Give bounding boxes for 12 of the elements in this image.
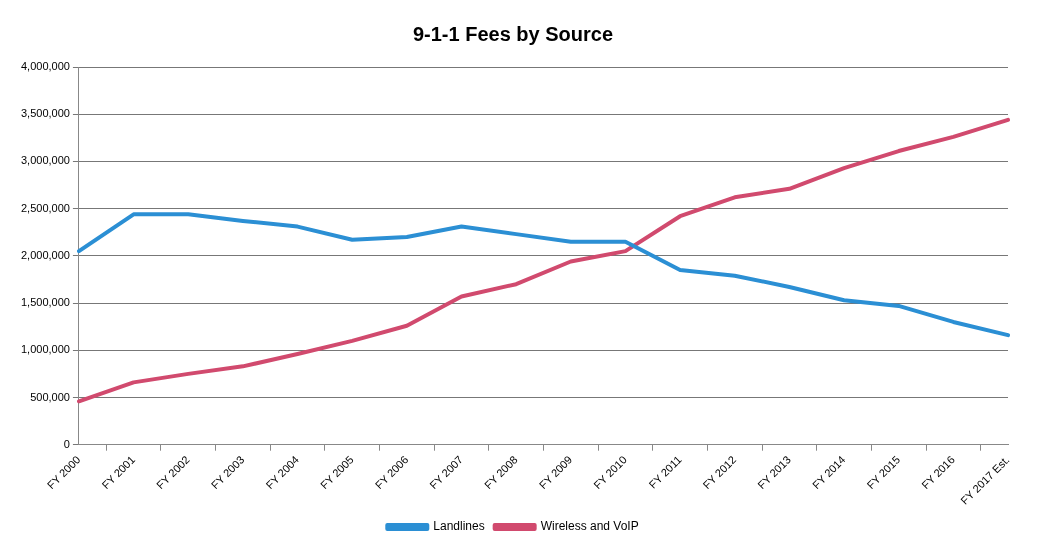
y-tick-label: 2,000,000: [21, 248, 70, 261]
y-tick-label: 3,000,000: [21, 154, 70, 167]
y-tick-label: 1,000,000: [21, 343, 70, 356]
y-tick-label: 3,500,000: [21, 107, 70, 120]
y-tick-label: 2,500,000: [21, 201, 70, 214]
y-tick-label: 0: [63, 437, 70, 450]
chart-title: 9-1-1 Fees by Source: [412, 22, 614, 45]
legend-label: Wireless and VoIP: [540, 519, 639, 534]
y-tick-label: 1,500,000: [21, 296, 70, 309]
legend-label: Landlines: [433, 519, 485, 534]
y-tick-label: 500,000: [30, 390, 70, 403]
y-tick-label: 4,000,000: [21, 60, 70, 73]
